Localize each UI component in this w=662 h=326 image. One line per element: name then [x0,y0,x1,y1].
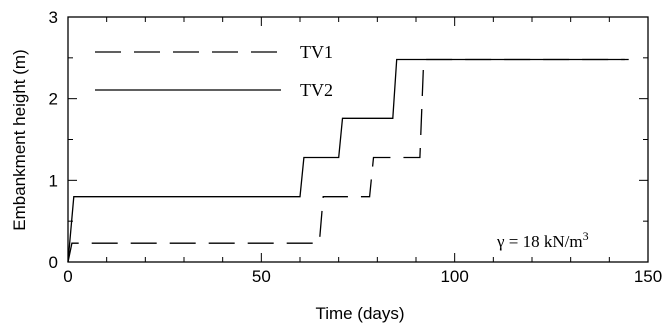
series-lines [67,58,629,263]
series-line-tv1 [67,58,629,263]
y-tick-label: 2 [49,90,58,109]
plot-frame [67,16,649,263]
legend-label-tv2: TV2 [300,80,333,100]
axis-ticks [67,16,649,263]
unit-weight-annotation: γ = 18 kN/m3 [496,229,589,251]
y-tick-label: 0 [49,253,58,272]
x-tick-label: 0 [63,267,72,286]
plot-area-border [67,16,649,263]
legend: TV1 TV2 [95,42,333,100]
series-line-tv2 [67,58,625,263]
tick-labels: 0 50 100 150 0 1 2 3 [49,8,662,286]
x-tick-label: 50 [252,267,271,286]
y-tick-label: 3 [49,8,58,27]
legend-label-tv1: TV1 [300,42,333,62]
y-axis-label: Embankment height (m) [10,49,29,230]
x-axis-label: Time (days) [315,304,404,323]
unit-weight-superscript: 3 [583,229,589,243]
x-tick-label: 150 [634,267,662,286]
unit-weight-text: γ = 18 kN/m [496,232,583,251]
y-tick-label: 1 [49,171,58,190]
x-tick-label: 100 [440,267,468,286]
